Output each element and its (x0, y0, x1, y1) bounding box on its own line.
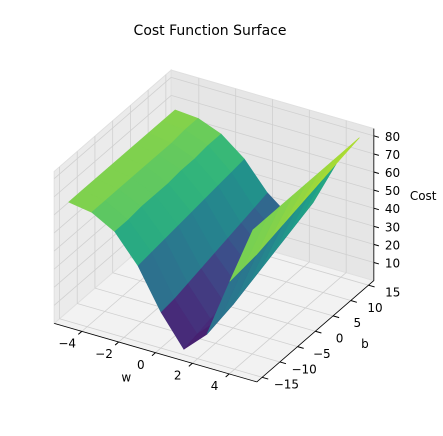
y-tick-label: 10 (367, 301, 382, 315)
z-tick-label: 40 (385, 202, 400, 216)
z-tick (373, 225, 380, 229)
surface-patch (229, 218, 267, 282)
z-tick (373, 171, 380, 174)
x-tick-label: 2 (174, 368, 182, 382)
grid-line (59, 318, 263, 378)
z-tick (373, 189, 380, 193)
y-tick (350, 300, 357, 303)
y-tick (332, 315, 340, 319)
z-axis-label: Cost (410, 189, 437, 203)
z-tick-label: 50 (385, 184, 400, 198)
chart-title: Cost Function Surface (134, 23, 287, 39)
x-tick (188, 362, 193, 367)
y-tick-label: 5 (353, 316, 361, 330)
z-tick (373, 153, 380, 156)
x-tick-label: 4 (211, 379, 219, 393)
y-tick-label: 0 (336, 332, 344, 346)
z-tick-label: 70 (385, 148, 400, 162)
surface-patch (114, 219, 152, 266)
z-tick-label: 10 (385, 256, 400, 270)
x-axis (54, 323, 257, 383)
y-tick (315, 330, 322, 334)
z-tick-label: 20 (385, 238, 400, 252)
grid-line (53, 95, 172, 198)
y-tick-label: 15 (385, 286, 400, 300)
x-tick (151, 352, 156, 357)
x-tick (77, 331, 83, 335)
y-tick (279, 361, 287, 365)
grid-line (171, 76, 374, 137)
z-tick (373, 207, 380, 211)
z-tick-label: 30 (385, 220, 400, 234)
x-axis-label: w (121, 370, 131, 384)
grid-line (53, 77, 172, 179)
y-tick (262, 376, 269, 380)
x-tick (225, 373, 230, 378)
y-tick-label: −5 (313, 347, 331, 361)
x-tick-label: −4 (58, 337, 76, 351)
y-axis-label: b (361, 337, 369, 351)
z-tick (373, 262, 380, 265)
x-tick-label: 0 (137, 358, 145, 372)
y-tick (368, 284, 375, 288)
x-tick (114, 341, 119, 346)
z-tick-label: 80 (385, 130, 400, 144)
y-tick-label: −10 (291, 362, 316, 376)
y-tick-label: −15 (274, 378, 299, 392)
grid-line (171, 95, 374, 155)
z-tick (373, 135, 380, 138)
y-axis (256, 280, 375, 383)
y-tick (297, 346, 304, 349)
x-tick-label: −2 (95, 347, 113, 361)
z-tick (373, 243, 380, 247)
z-tick-label: 60 (385, 166, 400, 180)
